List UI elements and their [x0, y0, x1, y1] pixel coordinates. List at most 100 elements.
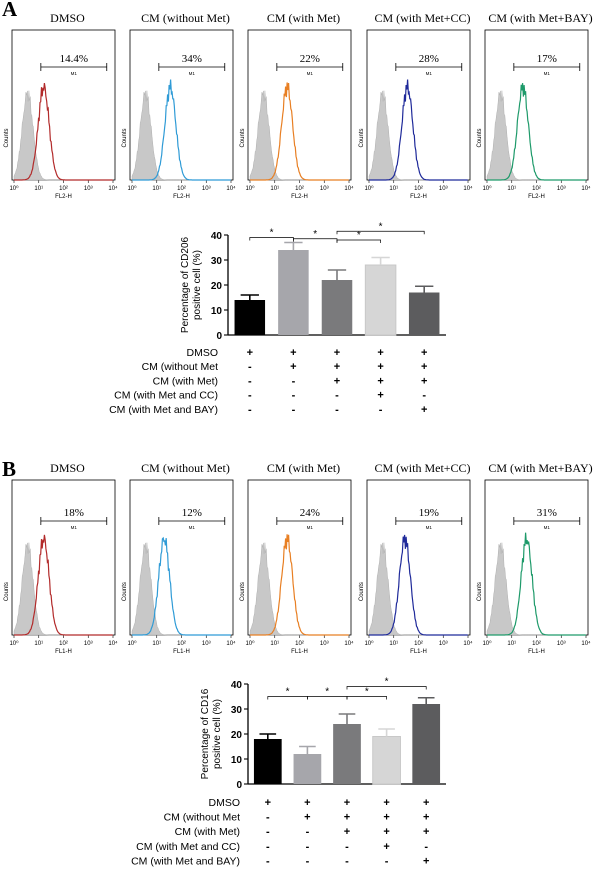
bar-2 — [333, 724, 361, 784]
y-tick-label: 0 — [216, 331, 222, 342]
histogram-x-tick-label: 10² — [532, 641, 541, 647]
condition-mark: - — [292, 375, 296, 387]
gate-percent: 17% — [537, 53, 557, 65]
histogram-x-tick-label: 10³ — [320, 641, 329, 647]
histogram-xlabel: FL2-H — [55, 194, 72, 200]
significance-star: * — [385, 677, 389, 688]
condition-label: CM (with Met) — [175, 826, 240, 838]
condition-mark: + — [383, 841, 389, 853]
control-histogram — [486, 90, 586, 181]
bar-chart: 0 10 20 30 40 Percentage of CD206positive cel… — [109, 221, 446, 416]
gate-label: M1 — [71, 525, 78, 530]
significance-bracket — [346, 686, 427, 690]
condition-mark: + — [423, 797, 429, 809]
condition-mark: + — [423, 812, 429, 824]
histogram-ylabel: Counts — [359, 582, 365, 601]
histogram-2: CM (with Met) Counts 10⁰ 10¹ 10² 10³ 10⁴ FL1-H M… — [240, 461, 354, 655]
significance-bracket — [346, 696, 387, 700]
sample-histogram — [369, 79, 468, 181]
condition-mark: - — [306, 841, 310, 853]
histogram-title: CM (with Met+BAY) — [488, 461, 592, 475]
sample-histogram — [487, 83, 586, 181]
histogram-4: CM (with Met+BAY) Counts 10⁰ 10¹ 10² 10³ 10⁴ FL… — [477, 11, 593, 200]
histogram-x-tick-label: 10⁴ — [108, 640, 118, 647]
condition-label: CM (with Met and CC) — [136, 841, 240, 853]
histogram-x-tick-label: 10⁴ — [226, 640, 236, 647]
histogram-ylabel: Counts — [477, 582, 483, 601]
sample-histogram — [487, 532, 586, 636]
gate-percent: 19% — [419, 507, 439, 519]
histogram-x-tick-label: 10² — [532, 186, 541, 192]
condition-mark: - — [248, 361, 252, 373]
bar-4 — [408, 292, 440, 335]
bar-1 — [293, 754, 322, 784]
y-axis-label-line2: positive cell (%) — [192, 250, 203, 320]
condition-mark: + — [290, 347, 296, 359]
panel-a: A DMSO Counts 10⁰ 10¹ 10² 10³ 10⁴ FL2-H M1 14.4% CM… — [2, 0, 593, 416]
gate-percent: 24% — [300, 507, 320, 519]
histogram-x-tick-label: 10⁴ — [581, 185, 591, 192]
histogram-x-tick-label: 10² — [414, 641, 423, 647]
histogram-x-tick-label: 10² — [414, 186, 423, 192]
condition-mark: + — [304, 812, 310, 824]
condition-mark: - — [306, 826, 310, 838]
histogram-1: CM (without Met) Counts 10⁰ 10¹ 10² 10³ 10⁴ FL2… — [122, 11, 236, 200]
histogram-xlabel: FL2-H — [173, 194, 190, 200]
condition-mark: + — [377, 361, 383, 373]
gate-percent: 14.4% — [60, 53, 88, 65]
histogram-2: CM (with Met) Counts 10⁰ 10¹ 10² 10³ 10⁴ FL2-H M… — [240, 11, 354, 200]
y-axis-label-line1: Percentage of CD16 — [200, 688, 211, 779]
histogram-x-tick-label: 10² — [177, 641, 186, 647]
significance-star: * — [379, 221, 383, 232]
panel-letter: A — [2, 0, 18, 21]
y-tick-label: 30 — [231, 705, 243, 716]
histogram-x-tick-label: 10¹ — [507, 641, 516, 647]
condition-mark: - — [335, 404, 339, 416]
histogram-0: DMSO Counts 10⁰ 10¹ 10² 10³ 10⁴ FL1-H M1 18% — [4, 461, 118, 655]
y-tick-label: 40 — [231, 680, 243, 691]
histogram-x-tick-label: 10² — [295, 186, 304, 192]
gate-percent: 12% — [182, 507, 202, 519]
condition-mark: - — [335, 390, 339, 402]
histogram-x-tick-label: 10⁰ — [482, 640, 492, 647]
condition-mark: - — [306, 855, 310, 867]
histogram-x-tick-label: 10⁴ — [463, 640, 473, 647]
histogram-3: CM (with Met+CC) Counts 10⁰ 10¹ 10² 10³ 10⁴ FL1… — [359, 461, 473, 655]
gate-label: M1 — [307, 71, 314, 76]
histogram-x-tick-label: 10⁴ — [344, 185, 354, 192]
gate-label: M1 — [189, 525, 196, 530]
bar-0 — [253, 739, 282, 784]
histogram-ylabel: Counts — [122, 128, 128, 147]
gate-percent: 22% — [300, 53, 320, 65]
condition-mark: + — [383, 797, 389, 809]
histogram-x-tick-label: 10⁴ — [344, 640, 354, 647]
bar-4 — [412, 704, 441, 784]
histogram-x-tick-label: 10⁰ — [9, 640, 19, 647]
histogram-ylabel: Counts — [477, 128, 483, 147]
histogram-x-tick-label: 10⁰ — [9, 185, 19, 192]
gate-percent: 34% — [182, 53, 202, 65]
condition-mark: - — [424, 841, 428, 853]
histogram-xlabel: FL1-H — [173, 649, 190, 655]
condition-mark: + — [383, 812, 389, 824]
y-axis-label-line2: positive cell (%) — [212, 699, 223, 769]
control-histogram — [368, 542, 468, 636]
y-tick-label: 40 — [211, 231, 223, 242]
y-tick-label: 20 — [211, 281, 223, 292]
histogram-x-tick-label: 10¹ — [507, 186, 516, 192]
control-histogram — [486, 542, 586, 636]
y-tick-label: 20 — [231, 730, 243, 741]
histogram-x-tick-label: 10⁰ — [364, 185, 374, 192]
histogram-x-tick-label: 10⁰ — [364, 640, 374, 647]
histogram-title: DMSO — [50, 11, 85, 25]
significance-star: * — [365, 687, 369, 698]
sample-histogram — [14, 534, 113, 636]
condition-mark: - — [266, 812, 270, 824]
histogram-xlabel: FL1-H — [291, 649, 308, 655]
histogram-3: CM (with Met+CC) Counts 10⁰ 10¹ 10² 10³ 10⁴ FL2… — [359, 11, 473, 200]
histogram-0: DMSO Counts 10⁰ 10¹ 10² 10³ 10⁴ FL2-H M1 14.4% — [4, 11, 118, 200]
condition-mark: + — [334, 347, 340, 359]
histogram-x-tick-label: 10¹ — [152, 641, 161, 647]
condition-mark: + — [421, 347, 427, 359]
condition-mark: + — [383, 826, 389, 838]
